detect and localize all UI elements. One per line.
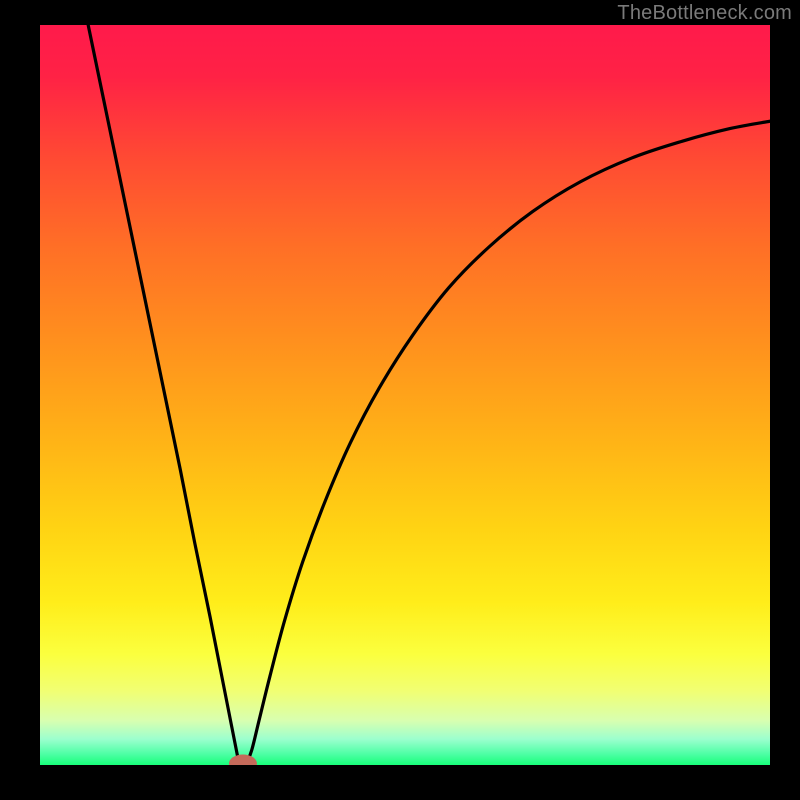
bottleneck-chart [0, 0, 800, 800]
chart-container: TheBottleneck.com [0, 0, 800, 800]
gradient-background [40, 25, 770, 765]
watermark-text: TheBottleneck.com [617, 2, 792, 25]
